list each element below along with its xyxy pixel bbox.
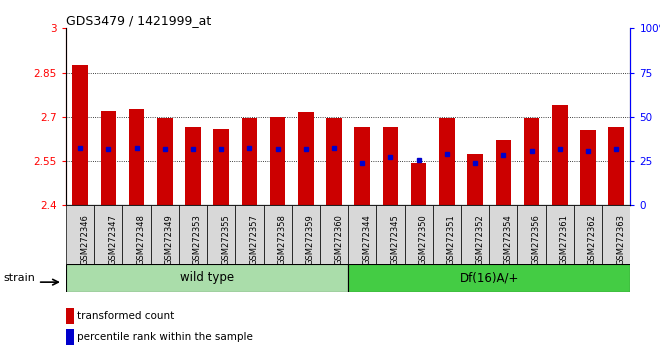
Bar (263, 205, 292, 264)
Bar (348, 264, 630, 292)
Bar (94, 205, 123, 264)
Bar (574, 205, 602, 264)
Bar (411, 162, 426, 205)
Text: GSM272345: GSM272345 (391, 214, 399, 265)
Text: strain: strain (3, 273, 35, 283)
Bar (73, 65, 88, 205)
Bar (348, 205, 376, 264)
Text: GSM272360: GSM272360 (334, 214, 343, 265)
Bar (326, 118, 342, 205)
Bar (354, 127, 370, 205)
Bar (123, 205, 150, 264)
Bar (609, 127, 624, 205)
Bar (383, 127, 398, 205)
Text: GSM272350: GSM272350 (418, 214, 428, 265)
Text: GSM272351: GSM272351 (447, 214, 456, 265)
Bar (185, 127, 201, 205)
Text: GSM272358: GSM272358 (278, 214, 286, 265)
Text: Df(16)A/+: Df(16)A/+ (459, 272, 519, 284)
Text: GSM272347: GSM272347 (108, 214, 117, 265)
Bar (66, 264, 348, 292)
Text: GSM272357: GSM272357 (249, 214, 259, 265)
Bar (580, 130, 596, 205)
Text: GSM272356: GSM272356 (531, 214, 541, 265)
Bar (320, 205, 348, 264)
Text: GSM272362: GSM272362 (588, 214, 597, 265)
Bar (546, 205, 574, 264)
Bar (439, 118, 455, 205)
Bar (517, 205, 546, 264)
Text: transformed count: transformed count (77, 311, 174, 321)
Text: GDS3479 / 1421999_at: GDS3479 / 1421999_at (66, 14, 211, 27)
Text: GSM272353: GSM272353 (193, 214, 202, 265)
Bar (100, 111, 116, 205)
Bar (524, 118, 539, 205)
Bar (467, 154, 483, 205)
Bar (552, 105, 568, 205)
Bar (270, 117, 285, 205)
Bar (157, 118, 172, 205)
Bar (129, 109, 145, 205)
Bar (602, 205, 630, 264)
Bar (179, 205, 207, 264)
Bar (292, 205, 320, 264)
Bar (461, 205, 489, 264)
Bar (376, 205, 405, 264)
Text: GSM272354: GSM272354 (504, 214, 512, 265)
Text: GSM272361: GSM272361 (560, 214, 569, 265)
Bar (213, 129, 229, 205)
Bar (433, 205, 461, 264)
Bar (242, 118, 257, 205)
Text: GSM272363: GSM272363 (616, 214, 625, 265)
Bar (66, 205, 94, 264)
Bar (236, 205, 263, 264)
Bar (207, 205, 235, 264)
Text: GSM272344: GSM272344 (362, 214, 372, 265)
Text: GSM272352: GSM272352 (475, 214, 484, 265)
Text: GSM272349: GSM272349 (165, 214, 174, 265)
Bar (150, 205, 179, 264)
Bar (405, 205, 433, 264)
Text: wild type: wild type (180, 272, 234, 284)
Text: GSM272359: GSM272359 (306, 214, 315, 265)
Bar (489, 205, 517, 264)
Bar (496, 141, 511, 205)
Text: GSM272348: GSM272348 (137, 214, 146, 265)
Text: percentile rank within the sample: percentile rank within the sample (77, 332, 253, 342)
Text: GSM272355: GSM272355 (221, 214, 230, 265)
Text: GSM272346: GSM272346 (80, 214, 89, 265)
Bar (298, 113, 313, 205)
